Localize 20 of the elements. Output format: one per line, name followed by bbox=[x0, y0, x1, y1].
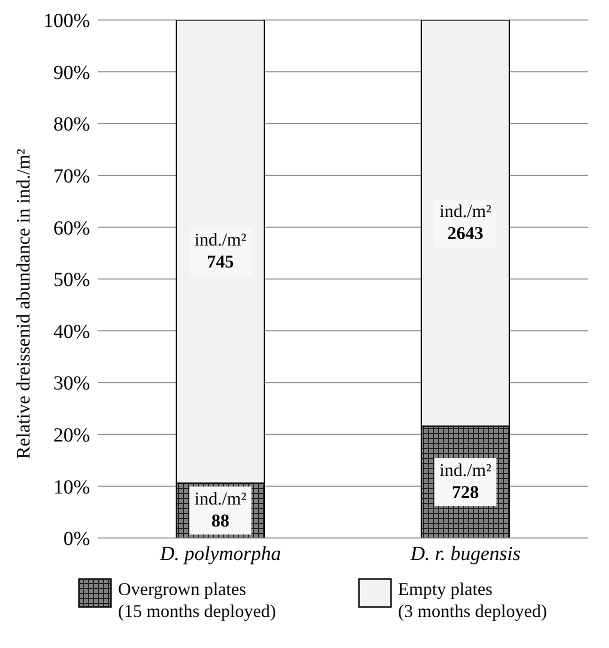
y-tick-label: 100% bbox=[43, 10, 90, 32]
y-tick-label: 40% bbox=[53, 320, 90, 343]
data-label: ind./m² 88 bbox=[194, 488, 246, 531]
data-label: ind./m² 745 bbox=[194, 230, 246, 272]
data-label: ind./m² 728 bbox=[439, 460, 492, 502]
x-tick-label: D. r. bugensis bbox=[409, 543, 521, 566]
y-tick-label: 80% bbox=[53, 114, 90, 136]
y-tick-label: 30% bbox=[53, 372, 90, 395]
y-tick-label: 20% bbox=[53, 424, 90, 446]
x-tick-label: D. polymorpha bbox=[158, 543, 282, 566]
y-tick-label: 10% bbox=[53, 476, 90, 498]
legend-label: Empty plates (3 months deployed) bbox=[398, 578, 548, 622]
legend-label: Overgrown plates (15 months deployed) bbox=[118, 578, 277, 622]
y-tick-label: 90% bbox=[53, 62, 90, 84]
y-tick-label: 60% bbox=[53, 217, 90, 240]
y-tick-label: 70% bbox=[53, 166, 90, 188]
y-axis-title: Relative dreissenid abundance in ind./m² bbox=[14, 148, 35, 459]
y-tick-label: 0% bbox=[63, 528, 90, 550]
y-tick-label: 50% bbox=[53, 269, 90, 292]
data-label: ind./m² 2643 bbox=[439, 201, 492, 244]
